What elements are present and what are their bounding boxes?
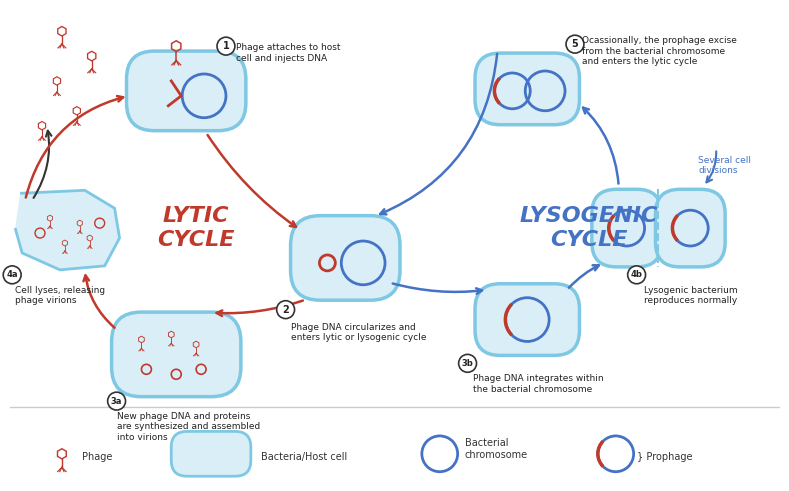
- Text: Cell lyses, releasing
phage virions: Cell lyses, releasing phage virions: [15, 286, 105, 305]
- Text: 3b: 3b: [462, 359, 473, 368]
- Text: New phage DNA and proteins
are synthesized and assembled
into virions: New phage DNA and proteins are synthesiz…: [117, 412, 260, 442]
- Text: LYSOGENIC
CYCLE: LYSOGENIC CYCLE: [520, 207, 658, 250]
- Text: Bacteria/Host cell: Bacteria/Host cell: [260, 452, 347, 462]
- Text: 5: 5: [571, 39, 578, 49]
- FancyBboxPatch shape: [111, 312, 241, 397]
- Text: Ocassionally, the prophage excise
from the bacterial chromosome
and enters the l: Ocassionally, the prophage excise from t…: [582, 36, 737, 66]
- Text: 1: 1: [222, 41, 230, 51]
- FancyBboxPatch shape: [475, 284, 579, 355]
- Text: LYTIC
CYCLE: LYTIC CYCLE: [157, 207, 235, 250]
- Text: Bacterial
chromosome: Bacterial chromosome: [465, 438, 528, 460]
- FancyBboxPatch shape: [126, 51, 246, 131]
- Polygon shape: [15, 191, 120, 270]
- FancyBboxPatch shape: [290, 216, 400, 300]
- Text: Lysogenic bacterium
reproduces normally: Lysogenic bacterium reproduces normally: [644, 286, 737, 305]
- Text: } Prophage: } Prophage: [637, 452, 692, 462]
- Text: 4b: 4b: [630, 271, 642, 279]
- Text: Phage: Phage: [82, 452, 112, 462]
- Text: 4a: 4a: [6, 271, 18, 279]
- Text: 3a: 3a: [111, 397, 122, 406]
- FancyBboxPatch shape: [171, 432, 251, 476]
- Circle shape: [566, 35, 584, 53]
- Text: Phage DNA integrates within
the bacterial chromosome: Phage DNA integrates within the bacteria…: [473, 374, 603, 394]
- FancyBboxPatch shape: [475, 53, 579, 125]
- Circle shape: [277, 300, 294, 319]
- FancyBboxPatch shape: [592, 190, 661, 267]
- FancyBboxPatch shape: [656, 190, 725, 267]
- Text: Phage DNA circularizes and
enters lytic or lysogenic cycle: Phage DNA circularizes and enters lytic …: [290, 323, 426, 342]
- Circle shape: [3, 266, 21, 284]
- Circle shape: [458, 355, 477, 372]
- Circle shape: [628, 266, 645, 284]
- Text: Several cell
divisions: Several cell divisions: [698, 156, 751, 175]
- Circle shape: [217, 37, 235, 55]
- Text: Phage attaches to host
cell and injects DNA: Phage attaches to host cell and injects …: [236, 43, 340, 63]
- Circle shape: [107, 392, 125, 410]
- Text: 2: 2: [282, 304, 289, 315]
